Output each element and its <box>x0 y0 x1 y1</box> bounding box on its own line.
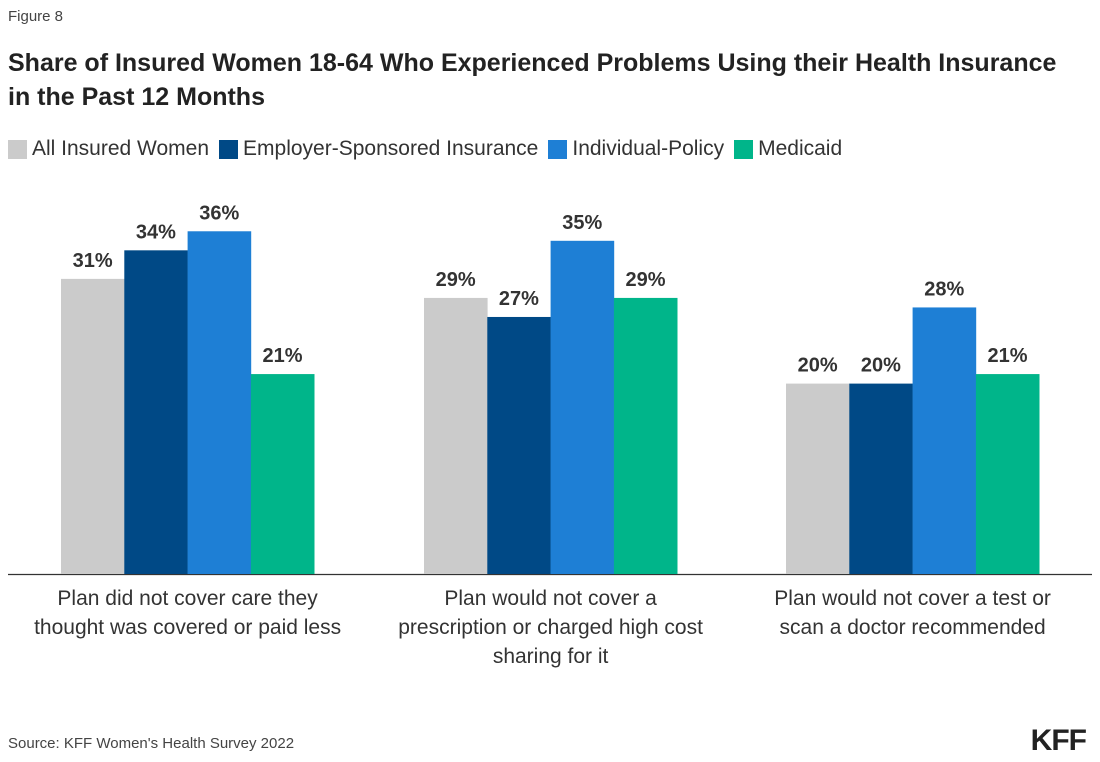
data-label: 35% <box>562 212 602 234</box>
bar <box>786 383 850 574</box>
data-label: 29% <box>436 269 476 291</box>
legend-item: All Insured Women <box>8 137 209 161</box>
legend-swatch <box>734 139 754 159</box>
category-label: Plan would not cover a test or scan a do… <box>774 587 1051 639</box>
data-label: 31% <box>73 250 113 272</box>
bar <box>61 278 125 574</box>
category-label: Plan did not cover care they thought was… <box>34 587 342 639</box>
data-label: 20% <box>861 355 901 377</box>
bar <box>912 307 977 574</box>
bar <box>849 383 913 574</box>
data-label: 34% <box>136 221 176 243</box>
data-label: 21% <box>988 345 1028 367</box>
bar <box>975 374 1040 574</box>
bar <box>613 297 678 574</box>
bar <box>550 240 615 575</box>
bar <box>187 231 252 574</box>
legend-item: Individual-Policy <box>548 137 724 161</box>
bar <box>124 250 188 574</box>
bar <box>487 316 551 574</box>
figure-label: Figure 8 <box>8 8 64 25</box>
legend-label: Medicaid <box>758 137 843 160</box>
data-label: 29% <box>626 269 666 291</box>
source-note: Source: KFF Women's Health Survey 2022 <box>8 735 295 752</box>
legend-swatch <box>219 139 239 159</box>
chart-title: Share of Insured Women 18-64 Who Experie… <box>8 49 1057 111</box>
legend-label: All Insured Women <box>32 137 210 160</box>
data-label: 20% <box>798 355 838 377</box>
data-label: 28% <box>924 278 964 300</box>
legend-swatch <box>548 139 568 159</box>
legend-label: Individual-Policy <box>572 137 725 160</box>
bar <box>250 374 315 574</box>
legend-swatch <box>8 139 27 159</box>
legend-item: Employer-Sponsored Insurance <box>219 137 538 161</box>
data-label: 36% <box>199 202 239 224</box>
data-label: 21% <box>263 345 303 367</box>
legend: All Insured Women Employer-Sponsored Insu… <box>8 137 852 161</box>
category-label: Plan would not cover a prescription or c… <box>398 587 703 668</box>
legend-label: Employer-Sponsored Insurance <box>243 137 539 160</box>
bar <box>424 297 488 574</box>
legend-item: Medicaid <box>734 137 842 161</box>
kff-logo: KFF <box>1030 724 1087 757</box>
data-label: 27% <box>499 288 539 310</box>
